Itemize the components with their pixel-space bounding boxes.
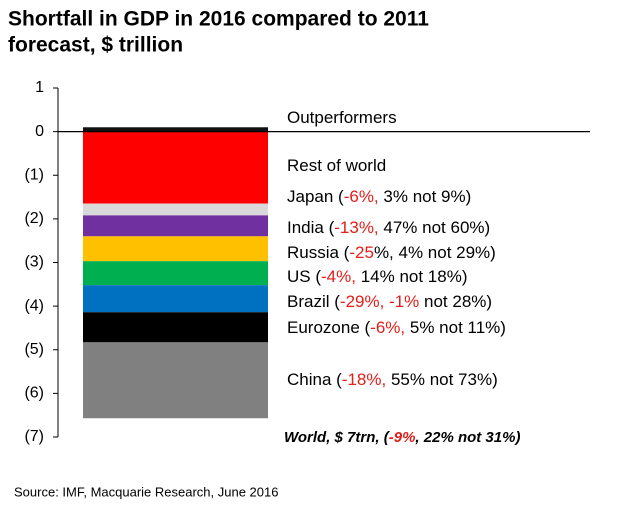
- segment-label: Russia (-25%, 4% not 29%): [287, 243, 496, 262]
- label-part: 55% not 73%): [386, 370, 498, 389]
- segment-label: China (-18%, 55% not 73%): [287, 370, 498, 389]
- label-part: Rest of world: [287, 156, 386, 175]
- label-part: World, $ 7trn, (: [284, 429, 391, 446]
- bar-segment: [83, 127, 268, 132]
- highlight: -13%,: [334, 218, 378, 237]
- chart-title: forecast, $ trillion: [8, 34, 183, 57]
- label-part: Japan (: [287, 187, 344, 206]
- label-part: not 28%): [419, 292, 492, 311]
- source: Source: IMF, Macquarie Research, June 20…: [14, 484, 278, 499]
- label-part: US (: [287, 267, 321, 286]
- label-part: , 22% not 31%): [414, 429, 520, 446]
- highlight: -9%: [389, 429, 416, 446]
- label-part: Outperformers: [287, 108, 397, 127]
- y-tick-label: 0: [35, 123, 44, 140]
- highlight: -18%,: [342, 370, 386, 389]
- y-tick-label: (1): [24, 166, 44, 183]
- chart-title: Shortfall in GDP in 2016 compared to 201…: [8, 8, 429, 31]
- bar-segment: [83, 131, 268, 204]
- label-part: 14% not 18%): [356, 267, 468, 286]
- label-part: China (: [287, 370, 342, 389]
- label-part: 3% not 9%): [379, 187, 472, 206]
- y-tick-label: (3): [24, 254, 44, 271]
- label-part: 5% not 11%): [405, 318, 506, 337]
- segment-label: Outperformers: [287, 108, 397, 127]
- segment-label: US (-4%, 14% not 18%): [287, 267, 467, 286]
- highlight: -6%,: [370, 318, 405, 337]
- segment-label: Eurozone (-6%, 5% not 11%): [287, 318, 506, 337]
- bar-segment: [83, 342, 268, 419]
- label-part: India (: [287, 218, 335, 237]
- bar-segment: [83, 203, 268, 216]
- y-tick-label: (7): [24, 428, 44, 445]
- highlight: -25: [349, 243, 374, 262]
- highlight: -29%, -1%: [340, 292, 419, 311]
- y-tick-label: 1: [35, 79, 44, 96]
- y-tick-label: (6): [24, 385, 44, 402]
- segment-label: India (-13%, 47% not 60%): [287, 218, 490, 237]
- label-part: Russia (: [287, 243, 350, 262]
- label-part: Eurozone (: [287, 318, 370, 337]
- label-part: Brazil (: [287, 292, 340, 311]
- bar-segment: [83, 236, 268, 262]
- bar-segment: [83, 215, 268, 237]
- label-part: %, 4% not 29%): [374, 243, 496, 262]
- segment-label: Brazil (-29%, -1% not 28%): [287, 292, 492, 311]
- label-part: 47% not 60%): [379, 218, 491, 237]
- footnote: World, $ 7trn, (-9%, 22% not 31%): [284, 429, 520, 446]
- y-tick-label: (4): [24, 297, 44, 314]
- bar-segment: [83, 261, 268, 286]
- highlight: -6%,: [344, 187, 379, 206]
- y-tick-label: (5): [24, 341, 44, 358]
- highlight: -4%,: [321, 267, 356, 286]
- bar-segment: [83, 312, 268, 343]
- segment-label: Rest of world: [287, 156, 386, 175]
- segment-label: Japan (-6%, 3% not 9%): [287, 187, 471, 206]
- bar-segment: [83, 285, 268, 313]
- y-tick-label: (2): [24, 210, 44, 227]
